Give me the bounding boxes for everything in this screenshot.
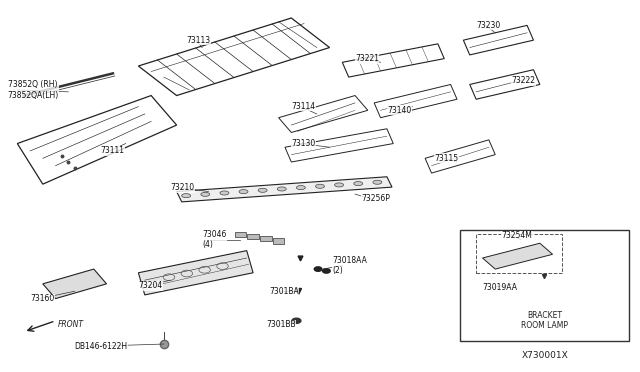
Polygon shape: [177, 177, 392, 202]
Text: 73221: 73221: [355, 54, 379, 63]
Text: FRONT: FRONT: [58, 320, 83, 329]
Text: 73254M: 73254M: [502, 231, 532, 240]
Ellipse shape: [220, 191, 229, 195]
Ellipse shape: [277, 187, 286, 191]
Polygon shape: [138, 251, 253, 295]
Text: 73018AA
(2): 73018AA (2): [333, 256, 367, 275]
Ellipse shape: [182, 194, 191, 198]
Text: 7301BB: 7301BB: [266, 320, 296, 329]
Polygon shape: [483, 243, 552, 269]
Text: 73204: 73204: [138, 281, 163, 290]
Text: 73230: 73230: [476, 21, 500, 30]
Bar: [235, 232, 246, 237]
Text: 73852Q (RH)
73852QA(LH): 73852Q (RH) 73852QA(LH): [8, 80, 59, 100]
Text: 73115: 73115: [435, 154, 459, 163]
Ellipse shape: [373, 180, 382, 184]
Text: 73210: 73210: [170, 183, 195, 192]
Circle shape: [292, 318, 301, 323]
Circle shape: [323, 269, 330, 273]
Bar: [260, 236, 271, 241]
Text: 73111: 73111: [100, 147, 124, 155]
Text: 73113: 73113: [186, 36, 211, 45]
Text: BRACKET
ROOM LAMP: BRACKET ROOM LAMP: [521, 311, 568, 330]
Ellipse shape: [316, 184, 324, 188]
Ellipse shape: [354, 182, 363, 186]
Text: 73046
(4): 73046 (4): [202, 230, 227, 249]
Ellipse shape: [201, 192, 210, 196]
Ellipse shape: [335, 183, 344, 187]
Text: 73130: 73130: [291, 139, 316, 148]
Bar: [476, 234, 562, 273]
Text: 73140: 73140: [387, 106, 411, 115]
Bar: [273, 238, 284, 244]
Ellipse shape: [258, 188, 267, 192]
Ellipse shape: [296, 186, 305, 190]
Text: 7301BA: 7301BA: [269, 287, 299, 296]
Ellipse shape: [239, 190, 248, 194]
Text: X730001X: X730001X: [521, 350, 568, 360]
Text: 73160: 73160: [30, 294, 54, 303]
Polygon shape: [43, 269, 106, 299]
Text: 73114: 73114: [291, 102, 316, 111]
Text: 73222: 73222: [511, 76, 535, 85]
Text: 73019AA: 73019AA: [483, 283, 518, 292]
Text: DB146-6122H: DB146-6122H: [75, 342, 128, 351]
Circle shape: [314, 267, 322, 271]
Bar: [460, 230, 629, 341]
Bar: [247, 234, 259, 239]
Text: 73256P: 73256P: [362, 195, 390, 203]
